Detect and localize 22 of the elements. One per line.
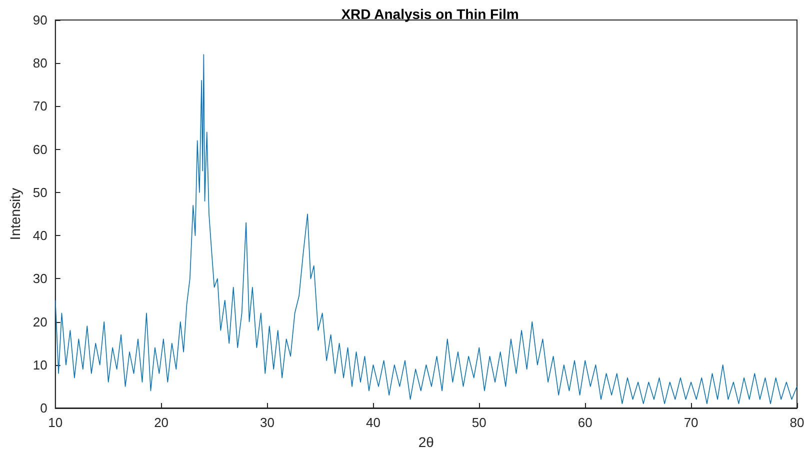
x-tick-label: 30 [260,415,274,430]
y-axis-title: Intensity [7,188,23,240]
chart-title: XRD Analysis on Thin Film [341,6,519,22]
x-tick-label: 10 [48,415,63,430]
x-tick-label: 40 [366,415,380,430]
y-tick-label: 80 [32,56,48,71]
x-tick-label: 60 [578,415,592,430]
y-tick-label: 10 [32,357,48,372]
y-tick-label: 70 [32,98,48,114]
x-axis-title: 2θ [418,434,434,450]
y-tick-label: 50 [32,184,48,200]
line-series [54,54,798,404]
x-tick-label: 70 [684,415,698,430]
y-tick-label: 20 [32,314,48,330]
x-tick-label: 20 [154,415,169,430]
y-tick-label: 0 [40,400,48,416]
x-tick-label: 80 [790,415,804,430]
y-tick-label: 90 [32,12,48,28]
y-tick-label: 30 [32,271,48,286]
x-tick-label: 50 [472,415,486,430]
y-tick-label: 40 [32,228,48,244]
y-tick-label: 60 [32,142,48,157]
